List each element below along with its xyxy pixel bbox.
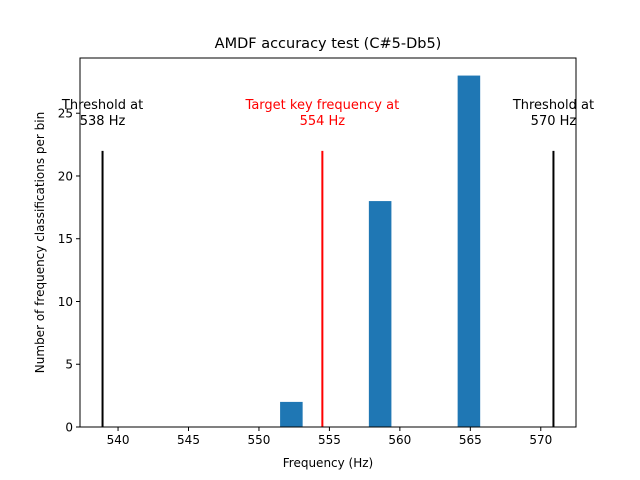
x-tick-label-2: 550 — [248, 433, 271, 447]
vline-label-line1-1: Target key frequency at — [245, 98, 400, 113]
x-tick-label-5: 565 — [459, 433, 482, 447]
y-tick-label-0: 0 — [65, 421, 73, 435]
vline-label-line2-0: 538 Hz — [80, 114, 126, 129]
y-axis-label: Number of frequency classifications per … — [33, 112, 47, 373]
vline-label-line1-0: Threshold at — [61, 98, 143, 113]
x-tick-label-6: 570 — [529, 433, 552, 447]
vline-label-line1-2: Threshold at — [512, 98, 594, 113]
plot-frame — [79, 57, 577, 428]
y-tick-label-4: 20 — [58, 169, 73, 183]
chart-title: AMDF accuracy test (C#5-Db5) — [215, 36, 442, 52]
bar-0 — [280, 401, 303, 427]
bar-1 — [368, 201, 392, 427]
x-tick-label-4: 560 — [388, 433, 411, 447]
y-tick-label-1: 5 — [65, 358, 73, 372]
bar-2 — [457, 75, 481, 428]
x-tick-label-3: 555 — [318, 433, 341, 447]
x-tick-label-0: 540 — [107, 433, 130, 447]
vline-label-line2-2: 570 Hz — [531, 114, 577, 129]
x-axis: 540 545 550 555 560 565 570 — [107, 427, 552, 447]
x-tick-label-1: 545 — [177, 433, 200, 447]
vline-label-line2-1: 554 Hz — [300, 114, 346, 129]
plot-area — [101, 75, 555, 428]
y-tick-label-5: 25 — [58, 107, 73, 121]
x-axis-label: Frequency (Hz) — [283, 456, 374, 470]
y-tick-label-2: 10 — [58, 295, 73, 309]
y-tick-label-3: 15 — [58, 232, 73, 246]
y-axis: 0 5 10 15 20 25 — [58, 107, 80, 435]
